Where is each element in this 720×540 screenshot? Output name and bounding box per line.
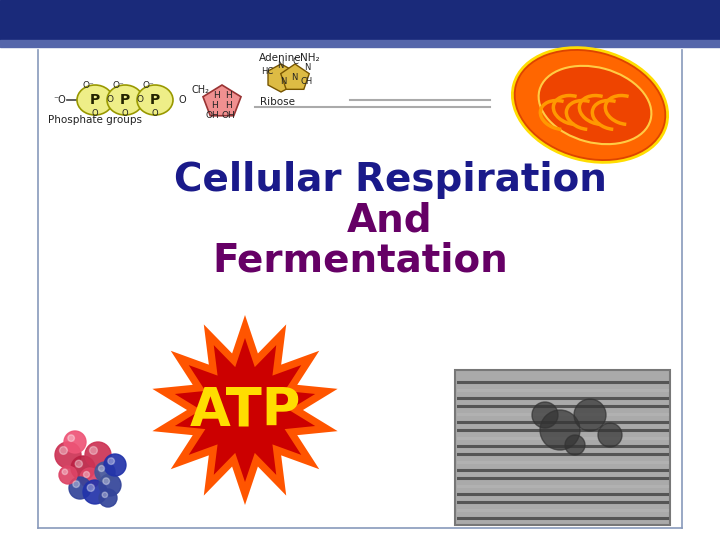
Text: Phosphate groups: Phosphate groups [48, 115, 142, 125]
Circle shape [75, 460, 82, 468]
Bar [0, 0, 720, 40]
Text: O: O [91, 110, 99, 118]
Circle shape [84, 471, 89, 477]
Circle shape [99, 489, 117, 507]
Circle shape [73, 481, 79, 488]
Text: Cellular Respiration: Cellular Respiration [174, 161, 606, 199]
Circle shape [60, 447, 68, 454]
Circle shape [64, 431, 86, 453]
Text: N: N [304, 63, 310, 71]
Text: O: O [107, 96, 114, 105]
Circle shape [104, 454, 126, 476]
Text: O: O [122, 110, 128, 118]
Circle shape [99, 474, 121, 496]
Circle shape [108, 458, 114, 464]
Text: N: N [291, 73, 297, 83]
Circle shape [59, 466, 77, 484]
Text: Fermentation: Fermentation [212, 241, 508, 279]
Text: O: O [178, 95, 186, 105]
Text: CH: CH [301, 78, 313, 86]
Text: N: N [276, 60, 283, 70]
Text: CH₂: CH₂ [191, 85, 209, 95]
Text: H: H [212, 91, 220, 99]
Circle shape [89, 447, 97, 454]
Text: P: P [120, 93, 130, 107]
Circle shape [87, 484, 94, 491]
Text: O⁻: O⁻ [82, 82, 94, 91]
Circle shape [99, 465, 104, 471]
Text: H: H [225, 91, 231, 99]
Circle shape [574, 399, 606, 431]
Text: And: And [347, 201, 433, 239]
Circle shape [85, 442, 111, 468]
Text: O: O [152, 110, 158, 118]
Ellipse shape [539, 66, 652, 144]
Bar [0, 40, 720, 47]
Text: NH₂: NH₂ [300, 53, 320, 63]
Ellipse shape [137, 85, 173, 115]
Polygon shape [268, 64, 294, 92]
Circle shape [532, 402, 558, 428]
Circle shape [103, 478, 109, 484]
Text: P: P [90, 93, 100, 107]
Circle shape [62, 469, 68, 475]
Bar [455, 370, 670, 525]
Text: H: H [212, 100, 218, 110]
Circle shape [102, 492, 107, 497]
Text: ⁻O: ⁻O [53, 95, 66, 105]
Text: P: P [150, 93, 160, 107]
Text: O: O [137, 96, 143, 105]
Circle shape [68, 435, 74, 442]
Text: HC: HC [261, 68, 273, 77]
Text: N: N [280, 78, 286, 86]
Text: H: H [225, 100, 233, 110]
Circle shape [69, 477, 91, 499]
Circle shape [95, 462, 115, 482]
Text: Ribose: Ribose [260, 97, 295, 107]
Polygon shape [203, 85, 241, 116]
Circle shape [55, 442, 81, 468]
Text: OH: OH [205, 111, 219, 120]
Text: ATP: ATP [189, 384, 301, 436]
Circle shape [598, 423, 622, 447]
Text: O⁻: O⁻ [142, 82, 154, 91]
Polygon shape [153, 315, 338, 505]
Ellipse shape [107, 85, 143, 115]
Text: O⁻: O⁻ [112, 82, 124, 91]
Circle shape [71, 456, 95, 480]
Text: Adenine: Adenine [258, 53, 301, 63]
Ellipse shape [514, 49, 666, 161]
Circle shape [80, 468, 100, 488]
Polygon shape [281, 64, 310, 89]
Ellipse shape [77, 85, 113, 115]
Circle shape [83, 480, 107, 504]
Circle shape [540, 410, 580, 450]
Polygon shape [175, 338, 315, 482]
Text: OH: OH [221, 111, 235, 120]
Text: C: C [292, 57, 298, 66]
Circle shape [565, 435, 585, 455]
